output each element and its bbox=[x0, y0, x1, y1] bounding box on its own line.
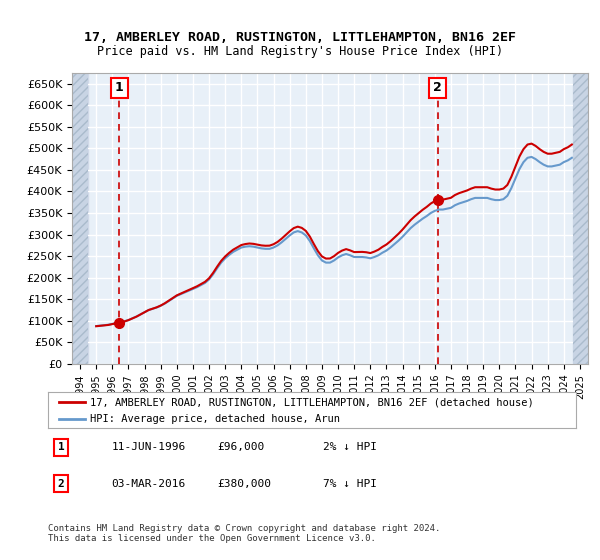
Text: 11-JUN-1996: 11-JUN-1996 bbox=[112, 442, 185, 452]
Text: Price paid vs. HM Land Registry's House Price Index (HPI): Price paid vs. HM Land Registry's House … bbox=[97, 45, 503, 58]
Text: £380,000: £380,000 bbox=[217, 479, 271, 489]
Text: 1: 1 bbox=[58, 442, 65, 452]
Bar bbox=[574, 73, 590, 364]
Text: 1: 1 bbox=[115, 81, 124, 95]
Text: 17, AMBERLEY ROAD, RUSTINGTON, LITTLEHAMPTON, BN16 2EF (detached house): 17, AMBERLEY ROAD, RUSTINGTON, LITTLEHAM… bbox=[90, 397, 534, 407]
Text: Contains HM Land Registry data © Crown copyright and database right 2024.
This d: Contains HM Land Registry data © Crown c… bbox=[48, 524, 440, 543]
Bar bbox=[72, 73, 88, 364]
Bar bbox=[574, 73, 588, 364]
Text: 2: 2 bbox=[58, 479, 65, 489]
Text: 2: 2 bbox=[433, 81, 442, 95]
Text: £96,000: £96,000 bbox=[217, 442, 264, 452]
Text: HPI: Average price, detached house, Arun: HPI: Average price, detached house, Arun bbox=[90, 414, 340, 424]
Bar bbox=[72, 73, 88, 364]
Text: 7% ↓ HPI: 7% ↓ HPI bbox=[323, 479, 377, 489]
Text: 2% ↓ HPI: 2% ↓ HPI bbox=[323, 442, 377, 452]
Text: 03-MAR-2016: 03-MAR-2016 bbox=[112, 479, 185, 489]
Text: 17, AMBERLEY ROAD, RUSTINGTON, LITTLEHAMPTON, BN16 2EF: 17, AMBERLEY ROAD, RUSTINGTON, LITTLEHAM… bbox=[84, 31, 516, 44]
